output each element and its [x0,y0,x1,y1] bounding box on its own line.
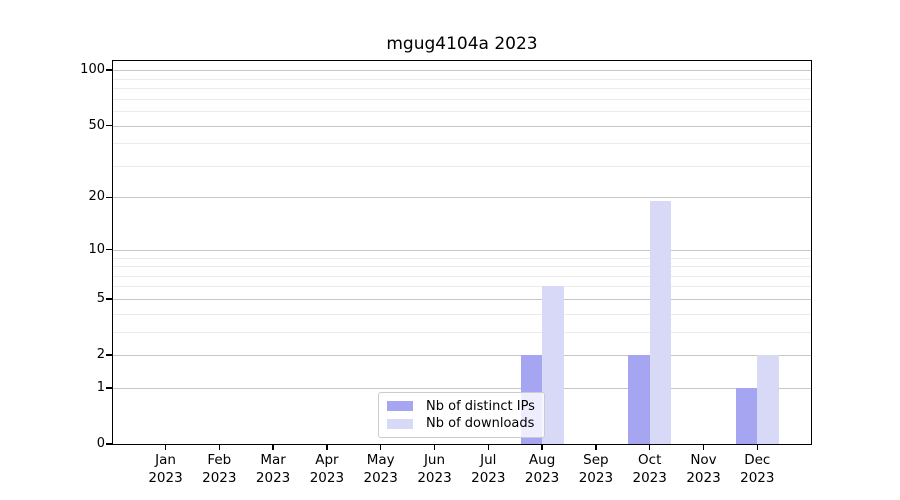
x-tick-mark [326,445,328,450]
x-tick-mark [649,445,651,450]
legend-swatch [387,418,413,429]
y-tick-label: 100 [80,62,105,78]
major-gridline [113,197,811,199]
legend-label: Nb of distinct IPs [426,398,535,414]
y-tick-mark [106,354,112,356]
y-tick-label: 2 [96,347,105,363]
major-gridline [113,387,811,389]
bar-downloads [542,286,564,444]
x-tick-label: Aug 2023 [524,452,560,486]
minor-gridline [113,98,811,100]
y-tick-label: 5 [96,290,105,306]
x-tick-mark [380,445,382,450]
x-tick-label: Feb 2023 [202,452,237,486]
y-tick-label: 50 [88,117,105,133]
y-tick-mark [106,443,112,445]
minor-gridline [113,257,811,259]
minor-gridline [113,143,811,145]
major-gridline [113,355,811,357]
minor-gridline [113,78,811,80]
x-tick-label: May 2023 [363,452,398,486]
x-tick-label: Mar 2023 [255,452,291,486]
minor-gridline [113,313,811,315]
y-tick-mark [106,249,112,251]
chart-title: mgug4104a 2023 [386,34,538,54]
y-tick-label: 0 [96,436,105,451]
minor-gridline [113,165,811,167]
plot-area [113,61,811,444]
minor-gridline [113,331,811,333]
y-tick-mark [106,387,112,389]
x-tick-mark [272,445,274,450]
bar-distinct-ips [628,355,650,444]
legend-label: Nb of downloads [426,416,535,432]
x-tick-mark [756,445,758,450]
x-tick-label: Sep 2023 [578,452,614,486]
major-gridline [113,70,811,72]
x-tick-label: Jul 2023 [471,452,506,486]
x-tick-label: Jan 2023 [148,452,183,486]
legend-entry: Nb of downloads [387,416,536,431]
x-tick-label: Apr 2023 [309,452,345,486]
x-tick-mark [541,445,543,450]
x-tick-label: Nov 2023 [686,452,721,486]
y-tick-mark [106,196,112,199]
minor-gridline [113,88,811,90]
y-tick-mark [106,69,112,71]
x-tick-mark [702,445,705,450]
y-tick-label: 20 [88,189,105,205]
x-tick-mark [433,445,436,450]
bar-downloads [757,355,779,444]
x-tick-label: Oct 2023 [632,452,667,486]
major-gridline [113,249,811,251]
minor-gridline [113,286,811,288]
legend-swatch [387,401,413,412]
y-tick-label: 1 [96,379,105,395]
bar-distinct-ips [735,387,758,444]
x-tick-mark [595,445,597,450]
y-tick-label: 10 [88,241,105,257]
major-gridline [113,125,811,127]
minor-gridline [113,266,811,268]
legend-entry: Nb of distinct IPs [387,399,536,414]
major-gridline [113,298,811,300]
x-tick-label: Dec 2023 [740,452,775,486]
y-tick-mark [106,298,112,300]
x-tick-mark [487,445,489,450]
bar-downloads [649,201,672,444]
x-tick-mark [218,445,220,450]
x-tick-mark [164,445,167,450]
minor-gridline [113,275,811,277]
legend: Nb of distinct IPs Nb of downloads [378,392,545,438]
y-tick-mark [106,124,112,127]
minor-gridline [113,111,811,113]
x-tick-label: Jun 2023 [417,452,452,486]
